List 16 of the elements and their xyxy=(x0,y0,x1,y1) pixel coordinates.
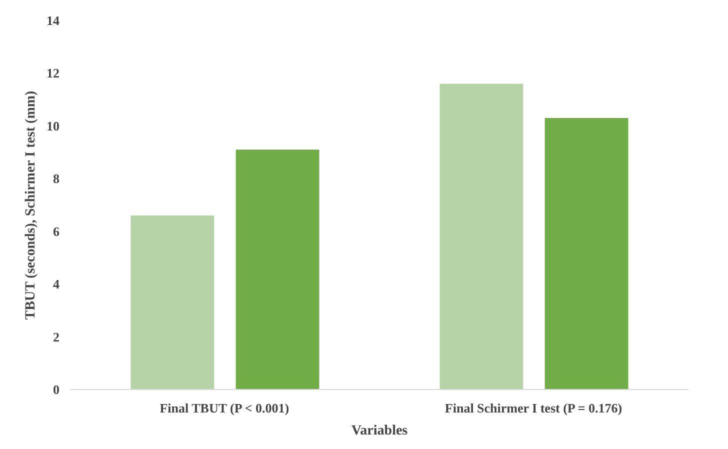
x-tick-label: Final Schirmer I test (P = 0.176) xyxy=(444,400,622,416)
x-axis-title: Variables xyxy=(351,424,408,438)
bar xyxy=(236,150,320,390)
bar xyxy=(130,216,214,390)
bar xyxy=(544,118,628,390)
y-tick-label: 0 xyxy=(53,382,60,397)
bar xyxy=(440,84,524,390)
y-tick-label: 4 xyxy=(53,276,60,292)
y-tick-label: 12 xyxy=(46,66,60,81)
y-tick-label: 8 xyxy=(53,171,60,186)
y-axis-title: TBUT (seconds), Schirmer I test (mm) xyxy=(24,90,38,320)
y-tick-label: 10 xyxy=(46,118,60,134)
x-tick-label: Final TBUT (P < 0.001) xyxy=(160,400,290,416)
y-tick-label: 6 xyxy=(53,224,60,239)
y-tick-label: 2 xyxy=(53,329,60,344)
y-tick-label: 14 xyxy=(46,13,60,28)
